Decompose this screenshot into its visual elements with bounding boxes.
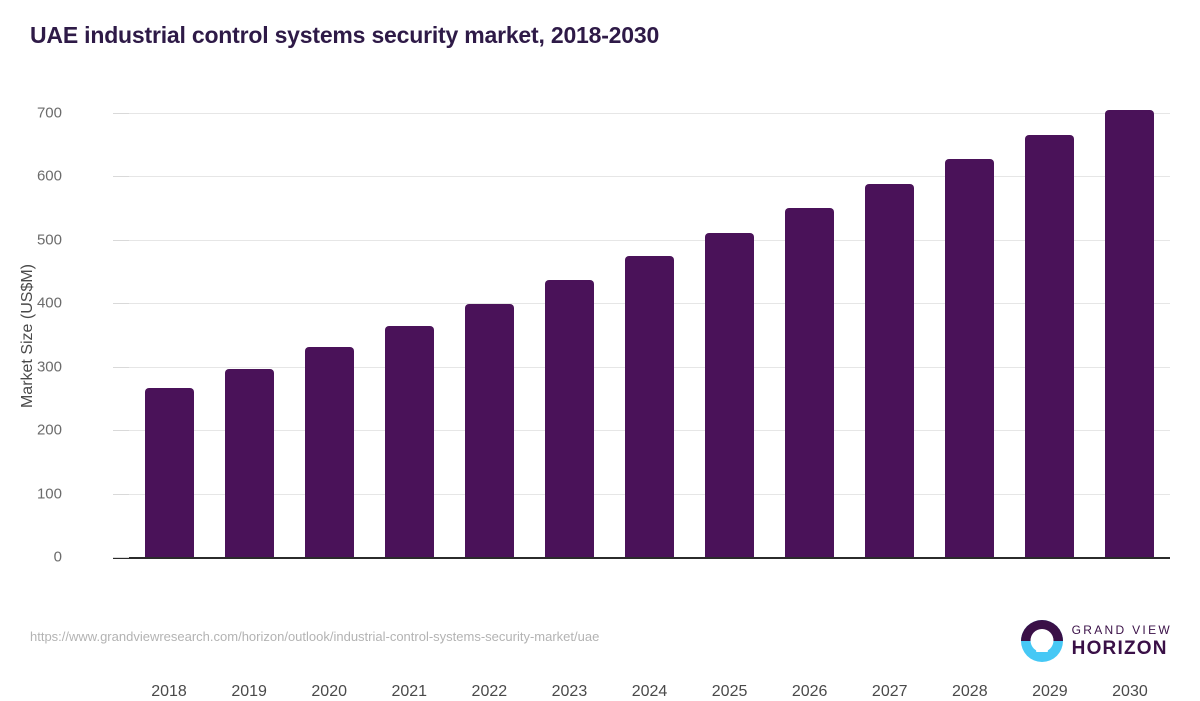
y-axis-tick-label: 300 [36,358,62,376]
bar[interactable] [1105,110,1155,557]
source-url[interactable]: https://www.grandviewresearch.com/horizo… [30,629,600,644]
x-axis-line [113,557,1170,559]
x-axis-tick-label: 2028 [952,683,988,700]
grand-view-horizon-logo[interactable]: GRAND VIEW HORIZON [1020,620,1172,662]
x-axis-tick-label: 2023 [551,683,588,700]
x-axis-tick-label: 2020 [311,683,347,700]
x-axis-tick-label: 2019 [231,683,267,700]
y-axis-title: Market Size (US$M) [19,263,36,408]
logo-text-horizon: HORIZON [1071,638,1168,659]
y-axis-tick-label: 0 [53,548,62,566]
bar[interactable] [625,256,674,557]
page-title: UAE industrial control systems security … [30,22,660,48]
horizon-sunrise-icon [1020,620,1063,662]
x-axis-tick-label: 2027 [871,683,908,700]
bar[interactable] [785,208,835,557]
y-axis-tick-label: 600 [36,167,62,185]
y-axis-tick [113,303,129,305]
bar[interactable] [464,303,514,557]
x-axis-tick-label: 2024 [631,683,668,700]
y-axis-tick [113,557,129,558]
x-axis-tick-label: 2025 [711,683,748,700]
chart-canvas: Market Size (US$M) 0 100 200 300 400 500 600 70… [19,105,1170,700]
bar[interactable] [865,184,915,557]
gridline [129,176,1170,178]
y-axis-tick [113,113,129,114]
bar[interactable] [1025,134,1075,557]
y-axis-tick [113,366,129,368]
y-axis-tick [113,493,129,495]
bar[interactable] [384,326,434,557]
bar[interactable] [144,387,194,557]
bar[interactable] [224,368,274,557]
y-axis-tick-label: 400 [36,294,62,312]
x-axis-tick-label: 2026 [791,683,828,700]
logo-wordmark: GRAND VIEW HORIZON [1072,624,1172,658]
bar[interactable] [544,280,594,557]
bar[interactable] [705,232,755,557]
y-axis-tick [113,430,129,432]
icon-line-short [1035,650,1048,652]
icon-line-long [1032,645,1052,647]
y-axis-tick [113,239,129,241]
x-axis-tick-label: 2018 [151,683,187,700]
gridline [129,113,1170,114]
bar[interactable] [945,158,995,557]
icon-dome [1030,629,1054,652]
y-axis-tick-label: 700 [36,104,62,122]
y-axis-tick-label: 100 [36,485,62,503]
plot-area: 0 100 200 300 400 500 600 700 2018 2019 2020 2021 20… [37,105,1170,700]
x-axis-tick-label: 2029 [1032,683,1068,700]
bar[interactable] [304,347,354,557]
y-axis-tick-label: 500 [36,231,62,249]
x-axis-tick-label: 2030 [1112,683,1148,700]
y-axis-tick [113,176,129,178]
logo-text-grand-view: GRAND VIEW [1071,623,1172,637]
chart-page: UAE industrial control systems security … [19,22,1172,700]
x-axis-tick-label: 2022 [471,683,508,700]
gridline [129,239,1170,241]
x-axis-tick-label: 2021 [391,683,428,700]
y-axis-tick-label: 200 [36,421,62,439]
